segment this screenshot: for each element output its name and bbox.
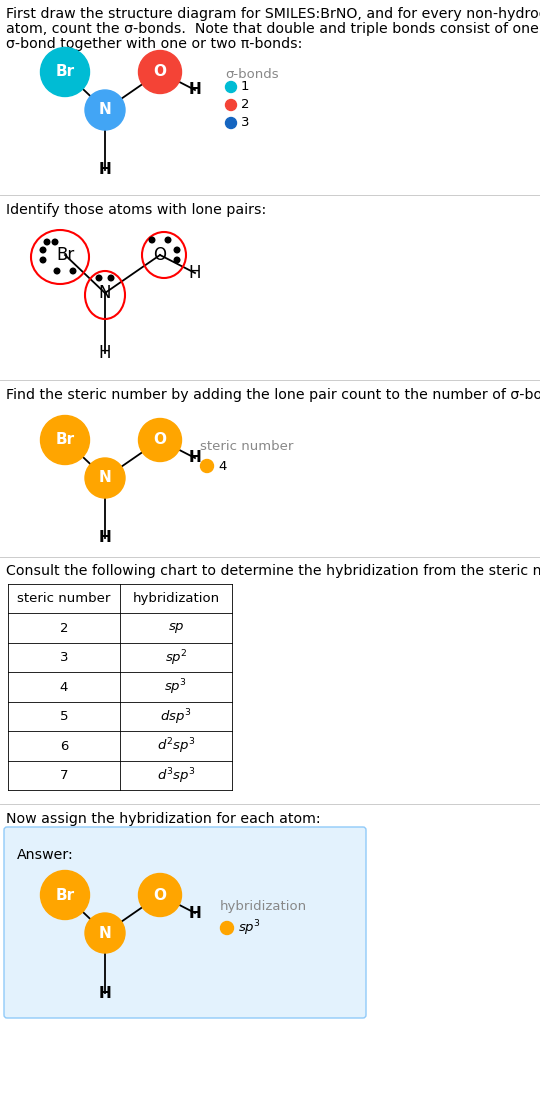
Text: $d^3sp^3$: $d^3sp^3$ bbox=[157, 766, 195, 785]
Text: H: H bbox=[188, 451, 201, 465]
Text: 2: 2 bbox=[60, 622, 68, 635]
Circle shape bbox=[226, 100, 237, 111]
Text: H: H bbox=[99, 162, 111, 178]
Text: Consult the following chart to determine the hybridization from the steric numbe: Consult the following chart to determine… bbox=[6, 564, 540, 578]
Circle shape bbox=[200, 460, 213, 473]
Text: O: O bbox=[153, 432, 166, 448]
Text: N: N bbox=[99, 471, 111, 486]
Circle shape bbox=[96, 275, 102, 281]
Text: H: H bbox=[99, 985, 111, 1000]
Circle shape bbox=[149, 237, 155, 242]
Circle shape bbox=[40, 247, 46, 252]
Circle shape bbox=[138, 50, 181, 93]
Text: H: H bbox=[188, 905, 201, 920]
Circle shape bbox=[52, 239, 58, 245]
Circle shape bbox=[226, 81, 237, 92]
Text: σ-bonds: σ-bonds bbox=[225, 68, 279, 81]
Text: steric number: steric number bbox=[200, 440, 293, 453]
Circle shape bbox=[85, 90, 125, 131]
Circle shape bbox=[85, 459, 125, 498]
Text: O: O bbox=[153, 65, 166, 79]
Text: H: H bbox=[99, 344, 111, 362]
Circle shape bbox=[40, 257, 46, 263]
Text: $sp^2$: $sp^2$ bbox=[165, 648, 187, 668]
Circle shape bbox=[40, 871, 90, 919]
Text: 2: 2 bbox=[241, 99, 249, 112]
Text: Br: Br bbox=[56, 432, 75, 448]
Circle shape bbox=[138, 418, 181, 462]
Text: Now assign the hybridization for each atom:: Now assign the hybridization for each at… bbox=[6, 812, 321, 826]
Text: atom, count the σ-bonds.  Note that double and triple bonds consist of one: atom, count the σ-bonds. Note that doubl… bbox=[6, 22, 539, 36]
Circle shape bbox=[85, 913, 125, 953]
Circle shape bbox=[138, 873, 181, 916]
Circle shape bbox=[40, 416, 90, 464]
Text: $sp^3$: $sp^3$ bbox=[238, 918, 261, 938]
Text: N: N bbox=[99, 926, 111, 940]
Text: $dsp^3$: $dsp^3$ bbox=[160, 706, 192, 726]
Text: 5: 5 bbox=[60, 710, 68, 723]
Text: 4: 4 bbox=[60, 681, 68, 693]
Circle shape bbox=[174, 247, 180, 252]
Circle shape bbox=[108, 275, 114, 281]
Circle shape bbox=[174, 257, 180, 263]
Text: σ-bond together with one or two π-bonds:: σ-bond together with one or two π-bonds: bbox=[6, 37, 302, 50]
Circle shape bbox=[70, 268, 76, 274]
Text: 1: 1 bbox=[241, 80, 249, 93]
Circle shape bbox=[44, 239, 50, 245]
Text: steric number: steric number bbox=[17, 592, 111, 606]
Text: O: O bbox=[153, 246, 166, 264]
Text: Answer:: Answer: bbox=[17, 848, 74, 862]
Text: Identify those atoms with lone pairs:: Identify those atoms with lone pairs: bbox=[6, 203, 266, 217]
Text: First draw the structure diagram for SMILES:BrNO, and for every non-hydrogen: First draw the structure diagram for SMI… bbox=[6, 7, 540, 21]
Circle shape bbox=[220, 921, 233, 935]
Circle shape bbox=[40, 47, 90, 97]
Text: H: H bbox=[188, 82, 201, 98]
Text: $sp$: $sp$ bbox=[167, 621, 184, 635]
Text: Br: Br bbox=[56, 246, 74, 264]
Text: 6: 6 bbox=[60, 739, 68, 753]
Circle shape bbox=[165, 237, 171, 242]
Text: hybridization: hybridization bbox=[220, 900, 307, 913]
Text: Br: Br bbox=[56, 65, 75, 79]
Text: Br: Br bbox=[56, 887, 75, 903]
Text: 3: 3 bbox=[241, 116, 249, 129]
Circle shape bbox=[54, 268, 60, 274]
Text: $sp^3$: $sp^3$ bbox=[165, 678, 187, 697]
Text: 3: 3 bbox=[60, 652, 68, 665]
Text: H: H bbox=[99, 531, 111, 545]
Text: hybridization: hybridization bbox=[132, 592, 220, 606]
Text: H: H bbox=[189, 264, 201, 282]
Text: Find the steric number by adding the lone pair count to the number of σ-bonds:: Find the steric number by adding the lon… bbox=[6, 388, 540, 402]
Text: O: O bbox=[153, 887, 166, 903]
Text: $d^2sp^3$: $d^2sp^3$ bbox=[157, 736, 195, 756]
Text: 7: 7 bbox=[60, 769, 68, 782]
Text: 4: 4 bbox=[218, 460, 226, 473]
Circle shape bbox=[226, 117, 237, 128]
Text: N: N bbox=[99, 284, 111, 302]
Text: N: N bbox=[99, 102, 111, 117]
FancyBboxPatch shape bbox=[4, 827, 366, 1018]
